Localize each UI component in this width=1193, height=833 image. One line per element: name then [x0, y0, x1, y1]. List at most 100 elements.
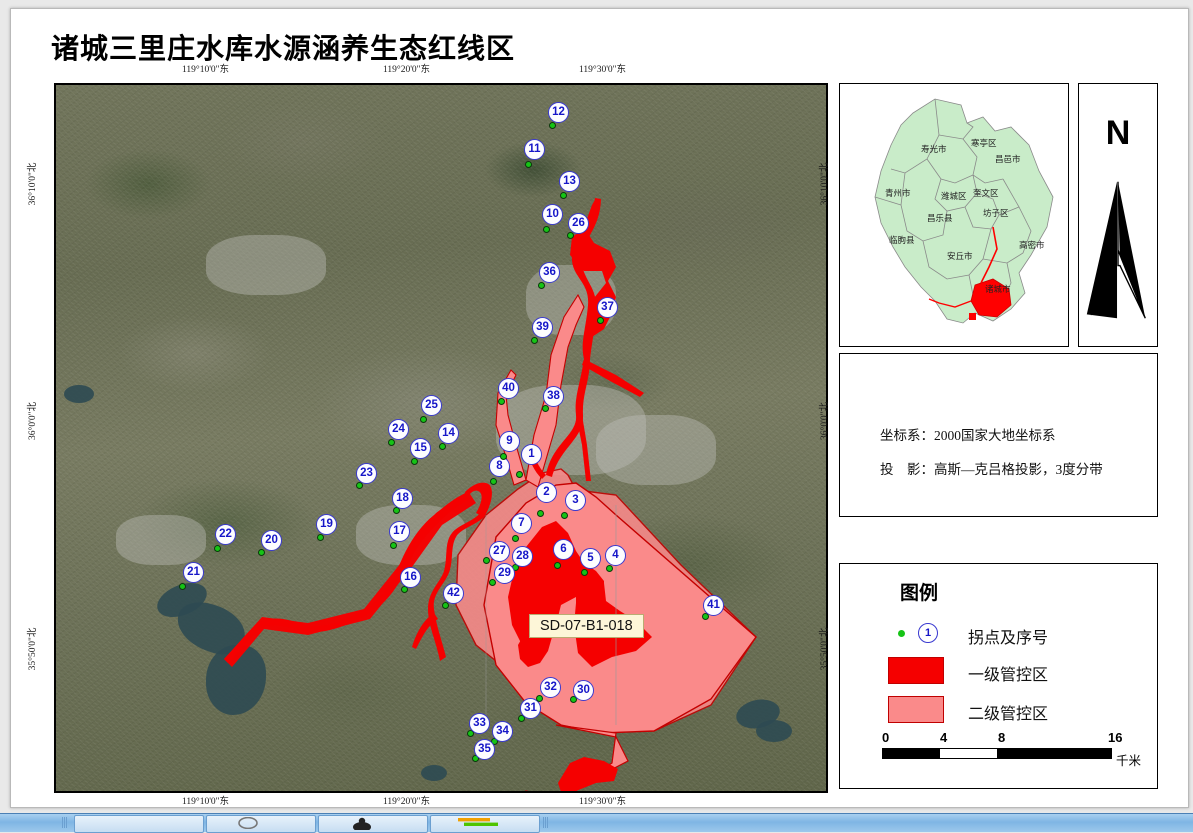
north-arrow-icon — [1086, 181, 1146, 319]
vertex-number-label[interactable]: 38 — [543, 386, 564, 407]
vertex-number-label[interactable]: 40 — [498, 378, 519, 399]
vertex-dot — [531, 337, 538, 344]
level1-river-mid — [546, 359, 590, 477]
taskbar-button-1[interactable] — [74, 815, 204, 833]
vertex-number-label[interactable]: 13 — [559, 171, 580, 192]
vertex-dot — [536, 695, 543, 702]
graticule-label-left: 36°0'0"北 — [28, 402, 38, 440]
urban-area — [206, 235, 326, 295]
vertex-number-label[interactable]: 12 — [548, 102, 569, 123]
vertex-number-label[interactable]: 30 — [573, 680, 594, 701]
vertex-number-label[interactable]: 6 — [553, 539, 574, 560]
scale-segment — [997, 749, 1111, 758]
vertex-number-label[interactable]: 22 — [215, 524, 236, 545]
vertex-dot — [518, 715, 525, 722]
inset-district-border — [922, 228, 992, 280]
vertex-number-label[interactable]: 17 — [389, 521, 410, 542]
inset-district-border — [926, 158, 974, 184]
vertex-number-label[interactable]: 5 — [580, 548, 601, 569]
level1-south-band — [558, 757, 618, 791]
vertex-number-label[interactable]: 26 — [568, 213, 589, 234]
vertex-number-label[interactable]: 31 — [520, 698, 541, 719]
map-sheet: 诸城三里庄水库水源涵养生态红线区 — [10, 8, 1189, 808]
main-map[interactable]: SD-07-B1-018 1 2 3 4 5 6 7 8 9 10 11 12 13 14 15 16 17 18… — [54, 83, 828, 793]
vertex-number-label[interactable]: 20 — [261, 530, 282, 551]
taskbar-grip[interactable] — [62, 817, 67, 828]
north-arrow-panel: N — [1078, 83, 1158, 347]
legend-label-vertex: 拐点及序号 — [968, 630, 1049, 647]
inset-target-marker — [969, 313, 976, 320]
vertex-number-label[interactable]: 21 — [183, 562, 204, 583]
vertex-number-label[interactable]: 42 — [443, 583, 464, 604]
vertex-number-label[interactable]: 29 — [494, 563, 515, 584]
taskbar-grip[interactable] — [543, 817, 548, 828]
vertex-number-label[interactable]: 24 — [388, 419, 409, 440]
taskbar-button-2[interactable] — [206, 815, 316, 833]
taskbar[interactable] — [0, 813, 1193, 833]
vertex-dot — [537, 510, 544, 517]
taskbar-icon-circle[interactable] — [236, 817, 260, 829]
vertex-dot — [442, 602, 449, 609]
inset-location-map[interactable]: 寿光市 寒亭区 昌邑市 青州市 潍城区 奎文区 坊子区 昌乐县 临朐县 安丘市 高密市 诸城市 — [839, 83, 1069, 347]
vertex-dot — [467, 730, 474, 737]
projection-info-panel: 坐标系：2000国家大地坐标系 投 影：高斯—克吕格投影，3度分带 — [839, 353, 1158, 517]
vertex-number-label[interactable]: 3 — [565, 490, 586, 511]
vertex-dot — [356, 482, 363, 489]
vertex-number-label[interactable]: 25 — [421, 395, 442, 416]
vertex-number-label[interactable]: 33 — [469, 713, 490, 734]
water-body — [421, 765, 447, 781]
graticule-label-right: 36°10'0"北 — [820, 162, 830, 206]
vertex-number-label[interactable]: 23 — [356, 463, 377, 484]
vertex-number-label[interactable]: 32 — [540, 677, 561, 698]
vertex-dot — [542, 405, 549, 412]
scale-unit-label: 千米 — [1116, 754, 1142, 768]
legend-panel: 图例 1 拐点及序号 一级管控区 二级管控区 0 4 8 16 千米 — [839, 563, 1158, 789]
graticule-label-left: 36°10'0"北 — [28, 162, 38, 206]
vertex-number-label[interactable]: 41 — [703, 595, 724, 616]
vertex-number-label[interactable]: 16 — [400, 567, 421, 588]
vertex-dot — [702, 613, 709, 620]
vertex-number-label[interactable]: 2 — [536, 482, 557, 503]
vertex-dot — [214, 545, 221, 552]
vertex-dot — [483, 557, 490, 564]
vertex-number-label[interactable]: 34 — [492, 721, 513, 742]
vertex-number-label[interactable]: 27 — [489, 541, 510, 562]
vertex-dot — [525, 161, 532, 168]
vertex-dot — [549, 122, 556, 129]
inset-district-label: 奎文区 — [973, 188, 999, 198]
vertex-number-label[interactable]: 11 — [524, 139, 545, 160]
vertex-number-label[interactable]: 18 — [392, 488, 413, 509]
vertex-number-label[interactable]: 1 — [521, 444, 542, 465]
vertex-dot — [439, 443, 446, 450]
inset-district-border — [982, 206, 1032, 264]
vertex-number-label[interactable]: 9 — [499, 431, 520, 452]
inset-district-label: 寒亭区 — [971, 138, 997, 148]
vertex-number-label[interactable]: 7 — [511, 513, 532, 534]
vertex-number-label[interactable]: 15 — [410, 438, 431, 459]
level1-river-north-stem — [571, 198, 601, 359]
vertex-number-label[interactable]: 39 — [532, 317, 553, 338]
inset-district-label: 诸城市 — [985, 284, 1011, 294]
taskbar-icon-person[interactable] — [350, 817, 374, 830]
legend-title: 图例 — [900, 582, 939, 604]
vertex-number-label[interactable]: 36 — [539, 262, 560, 283]
vertex-number-label[interactable]: 28 — [512, 546, 533, 567]
vertex-number-label[interactable]: 4 — [605, 545, 626, 566]
scale-bar — [882, 748, 1112, 759]
taskbar-icon-bars[interactable] — [458, 818, 500, 828]
vertex-number-label[interactable]: 37 — [597, 297, 618, 318]
vertex-dot — [561, 512, 568, 519]
vertex-number-label[interactable]: 8 — [489, 456, 510, 477]
vertex-number-label[interactable]: 19 — [316, 514, 337, 535]
legend-vertex-number-icon: 1 — [918, 623, 938, 643]
inset-district-label: 寿光市 — [921, 144, 947, 154]
vertex-dot — [498, 398, 505, 405]
vertex-dot — [597, 317, 604, 324]
inset-district-border — [964, 192, 1000, 230]
vertex-dot — [317, 534, 324, 541]
vertex-dot — [258, 549, 265, 556]
vertex-number-label[interactable]: 10 — [542, 204, 563, 225]
graticule-label-right: 36°0'0"北 — [820, 402, 830, 440]
vertex-number-label[interactable]: 14 — [438, 423, 459, 444]
vertex-number-label[interactable]: 35 — [474, 739, 495, 760]
